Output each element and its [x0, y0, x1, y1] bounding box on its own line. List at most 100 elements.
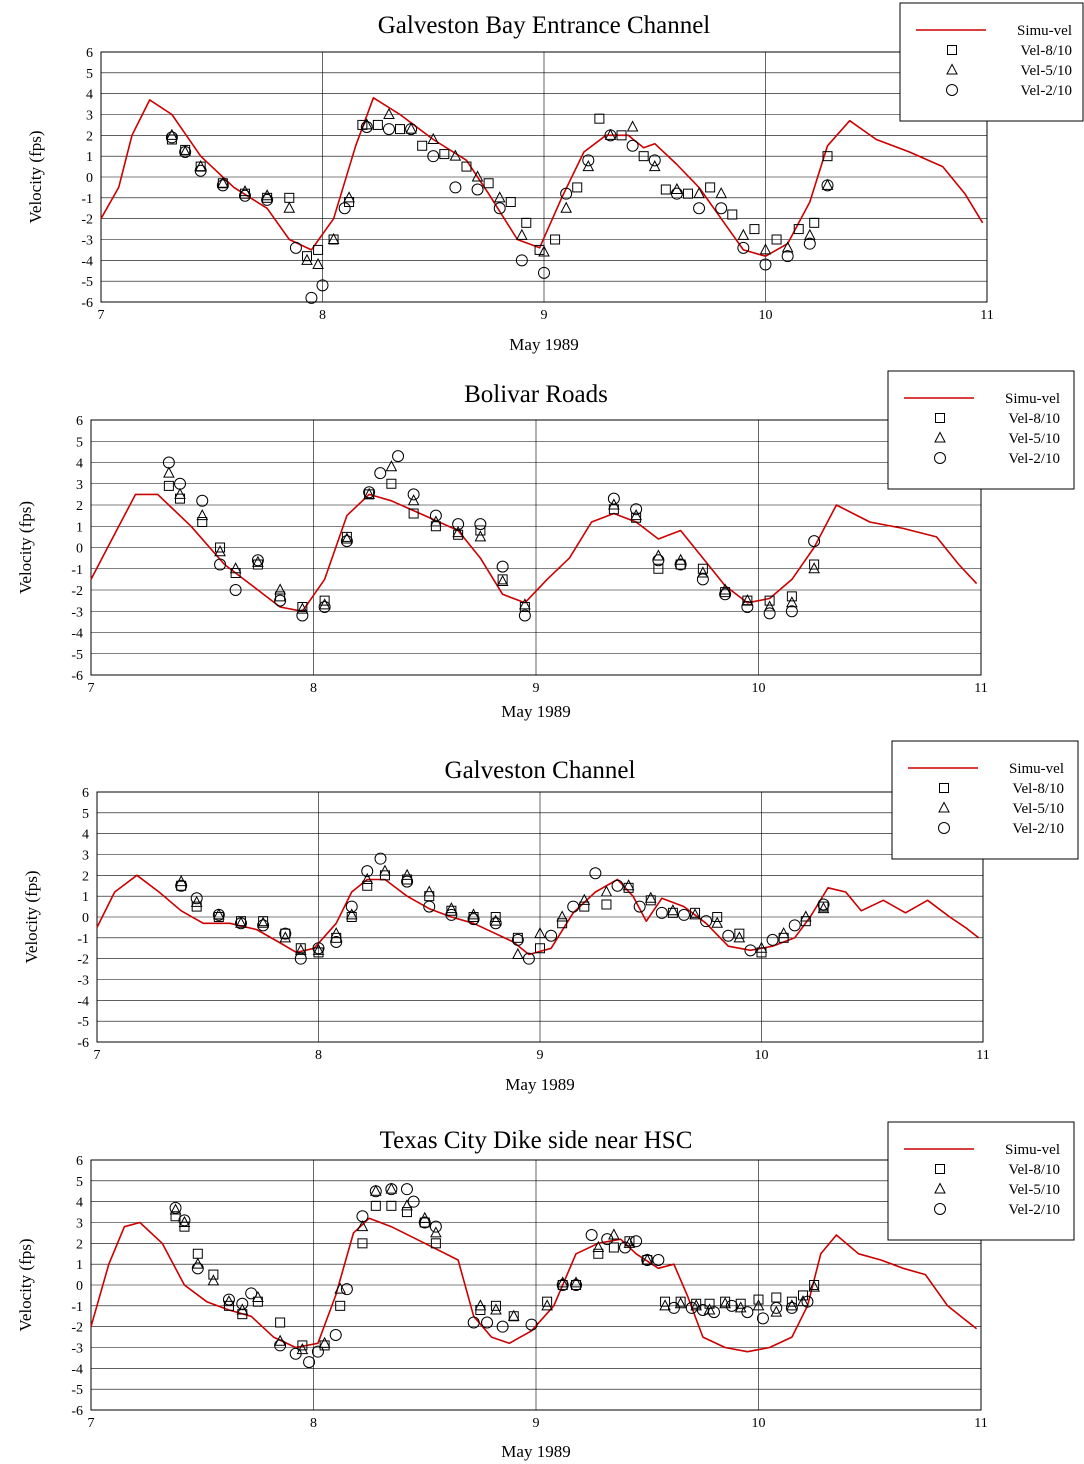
circle-data-point	[429, 1220, 442, 1233]
circle-data-point	[407, 488, 420, 501]
triangle-data-point	[507, 1309, 520, 1321]
square-data-point	[386, 1200, 397, 1211]
legend-box	[899, 2, 1084, 122]
legend-box	[891, 740, 1079, 860]
triangle-data-point	[667, 904, 679, 916]
triangle-data-point	[763, 600, 776, 612]
triangle-data-point	[318, 1336, 331, 1348]
square-data-point	[258, 916, 269, 927]
triangle-data-point	[496, 574, 509, 586]
x-tick-label: 11	[980, 308, 993, 323]
circle-data-point	[741, 1306, 754, 1319]
x-axis-label: May 1989	[509, 335, 578, 354]
legend-box	[887, 1121, 1075, 1241]
triangle-data-point	[648, 160, 661, 172]
square-data-point	[335, 1300, 346, 1311]
square-data-point	[386, 478, 397, 489]
circle-data-point	[340, 1283, 353, 1296]
triangle-data-point	[471, 170, 484, 182]
y-tick-label: 0	[82, 911, 89, 926]
triangle-data-point	[474, 530, 487, 542]
series-vel-2-10	[165, 121, 834, 304]
square-data-point	[616, 130, 627, 141]
y-axis-label: Velocity (fps)	[16, 501, 35, 594]
square-data-point	[771, 1292, 782, 1303]
triangle-data-point	[236, 1303, 249, 1315]
square-data-point	[624, 1236, 635, 1247]
triangle-data-point	[671, 182, 683, 194]
square-data-point	[170, 1211, 181, 1222]
square-data-point	[208, 1269, 219, 1280]
triangle-data-point	[556, 1276, 569, 1288]
y-tick-label: 3	[86, 109, 93, 124]
circle-data-point	[356, 1210, 369, 1223]
x-tick-label: 9	[533, 681, 540, 696]
triangle-data-point	[229, 562, 242, 574]
triangle-data-point	[582, 160, 595, 172]
legend-label: Vel-5/10	[1020, 63, 1072, 79]
triangle-data-point	[379, 864, 391, 876]
y-tick-label: -3	[71, 1342, 83, 1357]
triangle-data-point	[519, 598, 531, 610]
legend-circle-icon	[934, 1203, 946, 1215]
circle-data-point	[525, 1318, 538, 1331]
triangle-data-point	[163, 466, 175, 478]
circle-data-point	[674, 558, 687, 571]
triangle-data-point	[407, 494, 420, 506]
series-vel-2-10	[169, 1183, 814, 1369]
circle-data-point	[401, 875, 414, 888]
circle-data-point	[229, 584, 242, 596]
triangle-data-point	[296, 1343, 309, 1355]
square-data-point	[497, 574, 508, 585]
circle-data-point	[652, 1254, 665, 1266]
circle-data-point	[522, 952, 535, 965]
square-data-point	[690, 907, 701, 918]
circle-data-point	[222, 1293, 235, 1306]
circle-data-point	[722, 929, 735, 942]
y-tick-label: 2	[76, 1237, 83, 1252]
circle-data-point	[801, 1295, 814, 1308]
circle-data-point	[648, 154, 661, 167]
circle-data-point	[696, 573, 709, 586]
y-tick-label: -1	[81, 192, 93, 207]
square-data-point	[653, 563, 664, 574]
square-data-point	[512, 932, 523, 943]
y-tick-label: 4	[82, 828, 89, 843]
triangle-data-point	[490, 1303, 502, 1315]
triangle-data-point	[363, 487, 375, 499]
circle-data-point	[567, 900, 580, 913]
circle-data-point	[560, 187, 573, 200]
y-axis-label: Velocity (fps)	[26, 130, 45, 223]
circle-data-point	[363, 486, 376, 499]
circle-data-point	[667, 1301, 680, 1314]
square-data-point	[594, 113, 605, 124]
circle-data-point	[467, 1316, 480, 1329]
series-simu-vel	[100, 97, 984, 258]
y-tick-label: 4	[76, 457, 83, 472]
square-data-point	[645, 895, 656, 906]
circle-data-point	[803, 237, 816, 250]
square-data-point	[753, 1294, 764, 1305]
y-tick-label: -6	[81, 296, 93, 311]
circle-data-point	[179, 146, 192, 158]
square-data-point	[197, 517, 208, 527]
series-simu-vel	[96, 874, 980, 956]
circle-data-point	[630, 503, 643, 516]
square-data-point	[608, 1242, 619, 1253]
triangle-data-point	[755, 941, 768, 953]
chart-title: Texas City Dike side near HSC	[380, 1127, 693, 1154]
circle-data-point	[191, 1262, 204, 1275]
square-data-point	[809, 559, 820, 570]
circle-data-point	[511, 933, 524, 946]
square-data-point	[593, 1248, 604, 1259]
triangle-data-point	[578, 893, 591, 905]
x-tick-label: 9	[533, 1416, 540, 1431]
triangle-data-point	[294, 943, 307, 955]
triangle-data-point	[369, 1184, 382, 1196]
triangle-data-point	[604, 128, 617, 140]
series-vel-2-10	[162, 450, 821, 622]
y-tick-label: 6	[86, 46, 93, 61]
circle-data-point	[212, 908, 225, 921]
square-data-point	[357, 1238, 368, 1249]
